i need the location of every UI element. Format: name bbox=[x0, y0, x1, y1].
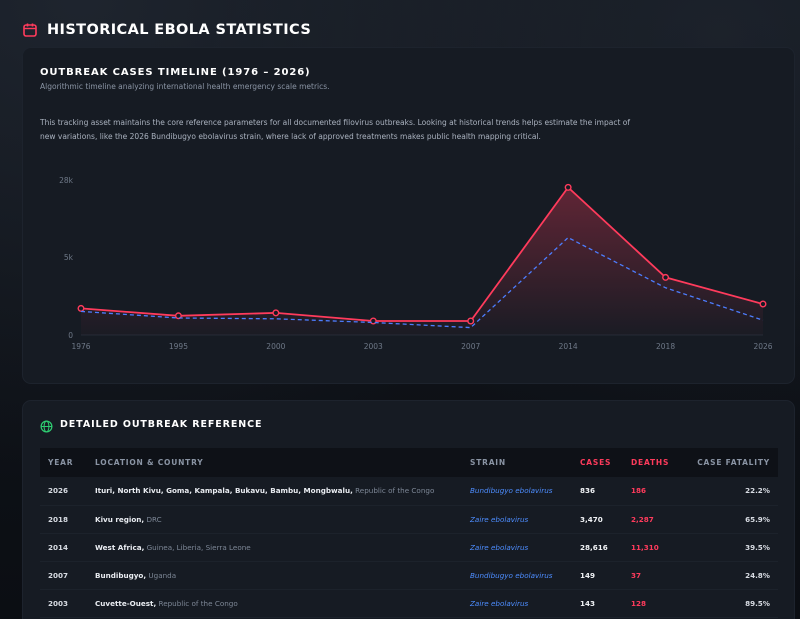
series-line-dashed bbox=[80, 236, 764, 329]
cell-deaths: 186 bbox=[623, 477, 683, 506]
cell-year: 2003 bbox=[40, 589, 87, 618]
series-line-solid bbox=[80, 186, 764, 322]
location-name: Kivu region, bbox=[95, 514, 145, 524]
data-point bbox=[369, 317, 377, 325]
cell-case-fatality: 22.2% bbox=[683, 477, 778, 506]
cell-location: Ituri, North Kivu, Goma, Kampala, Bukavu… bbox=[87, 477, 462, 506]
data-point bbox=[272, 309, 280, 317]
table-row[interactable]: 2007 Bundibugyo, Uganda Bundibugyo ebolavi… bbox=[40, 561, 778, 590]
location-country: Guinea, Liberia, Sierra Leone bbox=[144, 542, 251, 552]
cell-cases: 28,616 bbox=[572, 533, 623, 562]
cell-deaths: 37 bbox=[623, 561, 683, 590]
column-header-strain[interactable]: STRAIN bbox=[470, 458, 506, 467]
column-header-year[interactable]: YEAR bbox=[48, 458, 74, 467]
globe-icon bbox=[40, 418, 53, 433]
data-point bbox=[662, 273, 670, 281]
chart-card: OUTBREAK CASES TIMELINE (1976 – 2026) Al… bbox=[22, 47, 795, 384]
cell-case-fatality: 65.9% bbox=[683, 505, 778, 534]
chart-title: OUTBREAK CASES TIMELINE (1976 – 2026) bbox=[40, 67, 311, 78]
series-area-fill bbox=[81, 187, 763, 335]
cell-deaths: 11,310 bbox=[623, 533, 683, 562]
y-tick-label: 28k bbox=[59, 176, 74, 185]
data-point bbox=[759, 300, 767, 308]
cell-location: West Africa, Guinea, Liberia, Sierra Leo… bbox=[87, 533, 462, 562]
table-row[interactable]: 2026 Ituri, North Kivu, Goma, Kampala, Bu… bbox=[40, 477, 778, 506]
cell-strain: Zaire ebolavirus bbox=[462, 589, 572, 618]
page-title: HISTORICAL EBOLA STATISTICS bbox=[47, 22, 312, 38]
cell-case-fatality: 24.8% bbox=[683, 561, 778, 590]
x-tick-label: 2003 bbox=[364, 342, 383, 351]
chart-description: This tracking asset maintains the core r… bbox=[40, 118, 631, 141]
cell-location: Kivu region, DRC bbox=[87, 505, 462, 534]
table-body: 2026 Ituri, North Kivu, Goma, Kampala, Bu… bbox=[40, 477, 778, 618]
location-country: Republic of the Congo bbox=[352, 486, 435, 496]
table-row[interactable]: 2003 Cuvette-Ouest, Republic of the Congo… bbox=[40, 589, 778, 618]
location-name: West Africa, bbox=[95, 542, 145, 552]
cell-cases: 149 bbox=[572, 561, 623, 590]
chart-subtitle: Algorithmic timeline analyzing internati… bbox=[40, 82, 330, 91]
cell-location: Cuvette-Ouest, Republic of the Congo bbox=[87, 589, 462, 618]
table-row[interactable]: 2014 West Africa, Guinea, Liberia, Sierra… bbox=[40, 533, 778, 562]
cell-year: 2026 bbox=[40, 477, 87, 506]
x-tick-label: 2014 bbox=[559, 342, 578, 351]
data-point bbox=[564, 183, 572, 191]
cell-year: 2018 bbox=[40, 505, 87, 534]
x-tick-label: 1995 bbox=[169, 342, 188, 351]
location-country: Republic of the Congo bbox=[156, 598, 238, 608]
location-country: Uganda bbox=[146, 570, 177, 580]
page-header: HISTORICAL EBOLA STATISTICS bbox=[22, 22, 311, 38]
table-row[interactable]: 2018 Kivu region, DRC Zaire ebolavirus 3,47… bbox=[40, 505, 778, 534]
cell-location: Bundibugyo, Uganda bbox=[87, 561, 462, 590]
calendar-icon bbox=[22, 22, 38, 38]
cell-case-fatality: 39.5% bbox=[683, 533, 778, 562]
data-point bbox=[174, 312, 182, 320]
column-header-cases[interactable]: CASES bbox=[580, 458, 612, 467]
location-name: Cuvette-Ouest, bbox=[95, 598, 157, 608]
cases-line-chart: 0 5k 28k 1976 1995 2000 2003 2007 2014 2018 2026 bbox=[59, 176, 773, 351]
x-tick-label: 2026 bbox=[753, 342, 772, 351]
outbreak-table: YEAR LOCATION & COUNTRY STRAIN CASES DEA… bbox=[40, 448, 778, 618]
x-tick-label: 1976 bbox=[71, 342, 90, 351]
x-tick-label: 2000 bbox=[266, 342, 285, 351]
cell-year: 2007 bbox=[40, 561, 87, 590]
table-header-row: YEAR LOCATION & COUNTRY STRAIN CASES DEA… bbox=[40, 448, 778, 477]
cell-strain: Bundibugyo ebolavirus bbox=[462, 561, 572, 590]
data-point bbox=[467, 317, 475, 325]
cell-cases: 143 bbox=[572, 589, 623, 618]
location-name: Bundibugyo, bbox=[95, 570, 147, 580]
cell-year: 2014 bbox=[40, 533, 87, 562]
cell-deaths: 2,287 bbox=[623, 505, 683, 534]
cell-deaths: 128 bbox=[623, 589, 683, 618]
cell-strain: Zaire ebolavirus bbox=[462, 505, 572, 534]
cell-cases: 3,470 bbox=[572, 505, 623, 534]
cell-case-fatality: 89.5% bbox=[683, 589, 778, 618]
location-name: Ituri, North Kivu, Goma, Kampala, Bukavu… bbox=[95, 486, 353, 496]
location-country: DRC bbox=[144, 514, 162, 524]
x-tick-label: 2018 bbox=[656, 342, 675, 351]
column-header-location[interactable]: LOCATION & COUNTRY bbox=[95, 458, 204, 467]
y-tick-label: 5k bbox=[64, 253, 74, 262]
cell-strain: Zaire ebolavirus bbox=[462, 533, 572, 562]
column-header-deaths[interactable]: DEATHS bbox=[631, 458, 670, 467]
x-tick-label: 2007 bbox=[461, 342, 480, 351]
y-tick-label: 0 bbox=[68, 331, 73, 340]
cell-cases: 836 bbox=[572, 477, 623, 506]
data-point bbox=[77, 304, 85, 312]
outbreak-table-wrapper: YEAR LOCATION & COUNTRY STRAIN CASES DEA… bbox=[40, 448, 778, 618]
table-card: DETAILED OUTBREAK REFERENCE YEAR LOCATIO… bbox=[22, 400, 795, 619]
cell-strain: Bundibugyo ebolavirus bbox=[462, 477, 572, 506]
column-header-case-fatality[interactable]: CASE FATALITY bbox=[697, 458, 770, 467]
table-header: DETAILED OUTBREAK REFERENCE bbox=[40, 418, 263, 433]
table-title: DETAILED OUTBREAK REFERENCE bbox=[60, 419, 263, 430]
